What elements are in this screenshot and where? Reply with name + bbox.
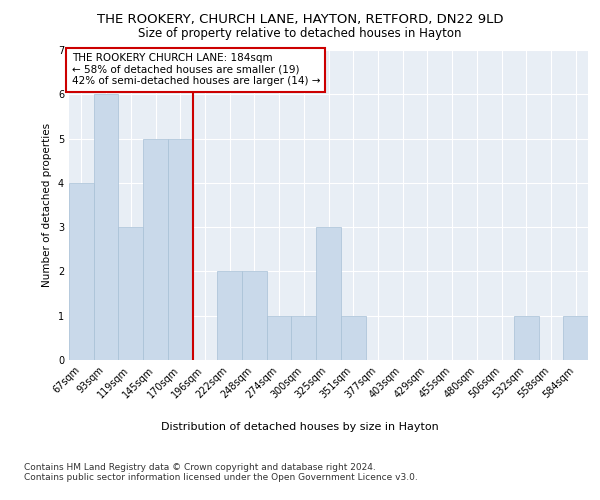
Bar — [118, 227, 143, 360]
Bar — [69, 183, 94, 360]
Text: Distribution of detached houses by size in Hayton: Distribution of detached houses by size … — [161, 422, 439, 432]
Bar — [267, 316, 292, 360]
Bar — [341, 316, 365, 360]
Bar — [563, 316, 588, 360]
Text: Size of property relative to detached houses in Hayton: Size of property relative to detached ho… — [138, 28, 462, 40]
Text: Contains HM Land Registry data © Crown copyright and database right 2024.
Contai: Contains HM Land Registry data © Crown c… — [24, 462, 418, 482]
Bar — [217, 272, 242, 360]
Text: THE ROOKERY, CHURCH LANE, HAYTON, RETFORD, DN22 9LD: THE ROOKERY, CHURCH LANE, HAYTON, RETFOR… — [97, 12, 503, 26]
Bar — [143, 138, 168, 360]
Y-axis label: Number of detached properties: Number of detached properties — [43, 123, 52, 287]
Text: THE ROOKERY CHURCH LANE: 184sqm
← 58% of detached houses are smaller (19)
42% of: THE ROOKERY CHURCH LANE: 184sqm ← 58% of… — [71, 53, 320, 86]
Bar — [242, 272, 267, 360]
Bar — [168, 138, 193, 360]
Bar — [292, 316, 316, 360]
Bar — [94, 94, 118, 360]
Bar — [316, 227, 341, 360]
Bar — [514, 316, 539, 360]
